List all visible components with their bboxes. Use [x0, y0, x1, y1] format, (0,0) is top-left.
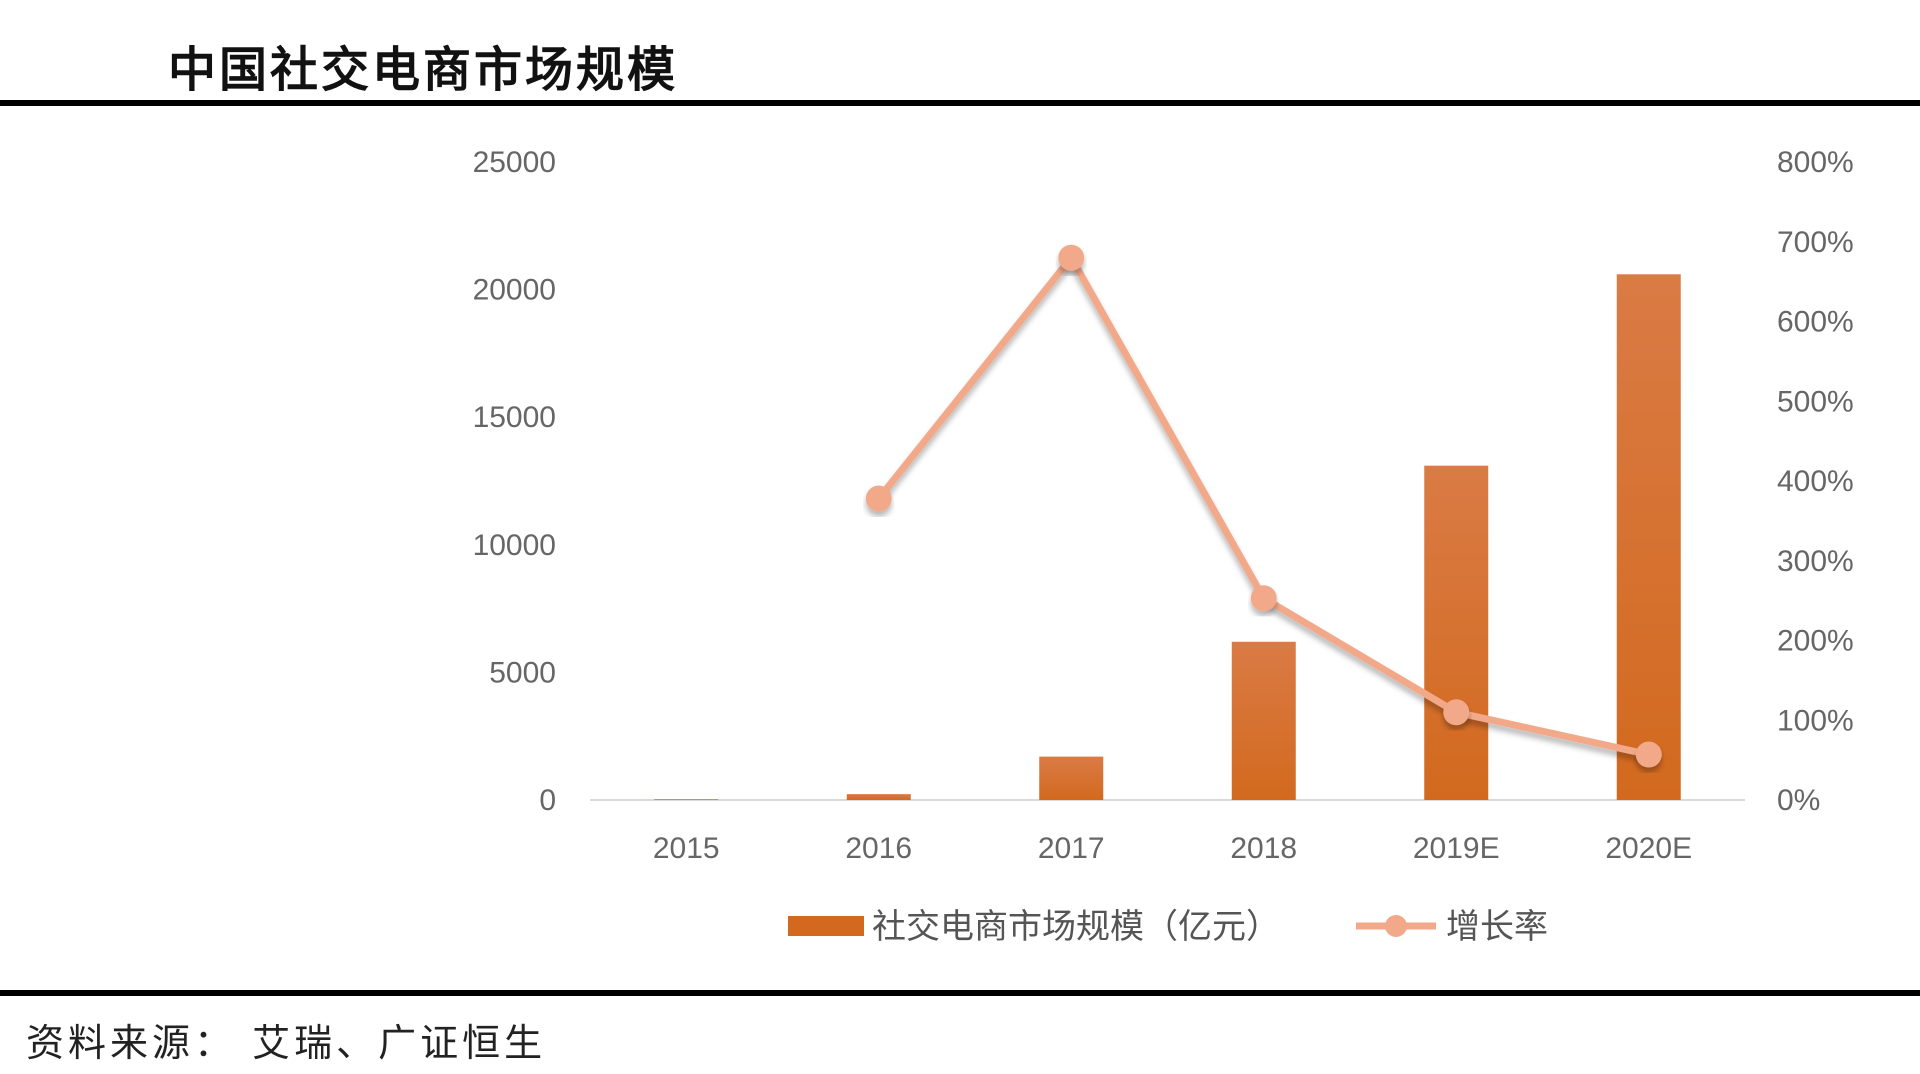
x-tick-label: 2019E: [1413, 832, 1500, 865]
left-tick-label: 25000: [473, 146, 556, 179]
growth-point-2020E: [1635, 741, 1662, 768]
left-tick-label: 20000: [473, 274, 556, 307]
x-tick-label: 2016: [845, 832, 912, 865]
right-tick-label: 800%: [1777, 146, 1854, 179]
right-tick-label: 700%: [1777, 226, 1854, 259]
chart-title: 中国社交电商市场规模: [168, 42, 679, 98]
growth-point-2017: [1058, 244, 1085, 271]
line-series: [865, 244, 1662, 768]
legend-bar-swatch: [788, 916, 864, 936]
bar-2018: [1231, 641, 1296, 800]
right-tick-label: 0%: [1777, 784, 1820, 817]
growth-point-2016: [865, 485, 892, 512]
legend-line-marker: [1385, 915, 1407, 937]
bar-2017: [1039, 756, 1104, 800]
right-tick-label: 300%: [1777, 545, 1854, 578]
right-tick-label: 100%: [1777, 704, 1854, 737]
left-tick-label: 15000: [473, 401, 556, 434]
left-tick-label: 0: [539, 784, 556, 817]
legend-bar-label: 社交电商市场规模（亿元）: [872, 907, 1280, 947]
x-tick-label: 2018: [1230, 832, 1297, 865]
left-tick-label: 10000: [473, 529, 556, 562]
right-axis-ticks: 0% 100% 200% 300% 400% 500% 600% 700% 800%: [1777, 146, 1854, 817]
right-tick-label: 600%: [1777, 306, 1854, 339]
legend: 社交电商市场规模（亿元） 增长率: [788, 907, 1548, 947]
left-tick-label: 5000: [489, 656, 556, 689]
x-tick-label: 2017: [1038, 832, 1105, 865]
bottom-rule: [0, 990, 1920, 996]
source-note: 资料来源： 艾瑞、广证恒生: [26, 1021, 547, 1065]
x-tick-label: 2015: [653, 832, 720, 865]
right-tick-label: 400%: [1777, 465, 1854, 498]
growth-point-2018: [1250, 585, 1277, 612]
right-tick-label: 200%: [1777, 625, 1854, 658]
top-rule: [0, 100, 1920, 106]
right-tick-label: 500%: [1777, 385, 1854, 418]
legend-line-label: 增长率: [1446, 907, 1548, 947]
bar-2020E: [1616, 274, 1681, 801]
bar-2016: [846, 794, 911, 800]
bar-series: [654, 274, 1681, 801]
bar-2019E: [1424, 465, 1489, 800]
left-axis-ticks: 0 5000 10000 15000 20000 25000: [473, 146, 556, 817]
growth-point-2019E: [1443, 699, 1470, 726]
x-tick-label: 2020E: [1605, 832, 1692, 865]
x-axis-labels: 2015 2016 2017 2018 2019E 2020E: [653, 832, 1692, 865]
bar-2015: [654, 799, 719, 800]
